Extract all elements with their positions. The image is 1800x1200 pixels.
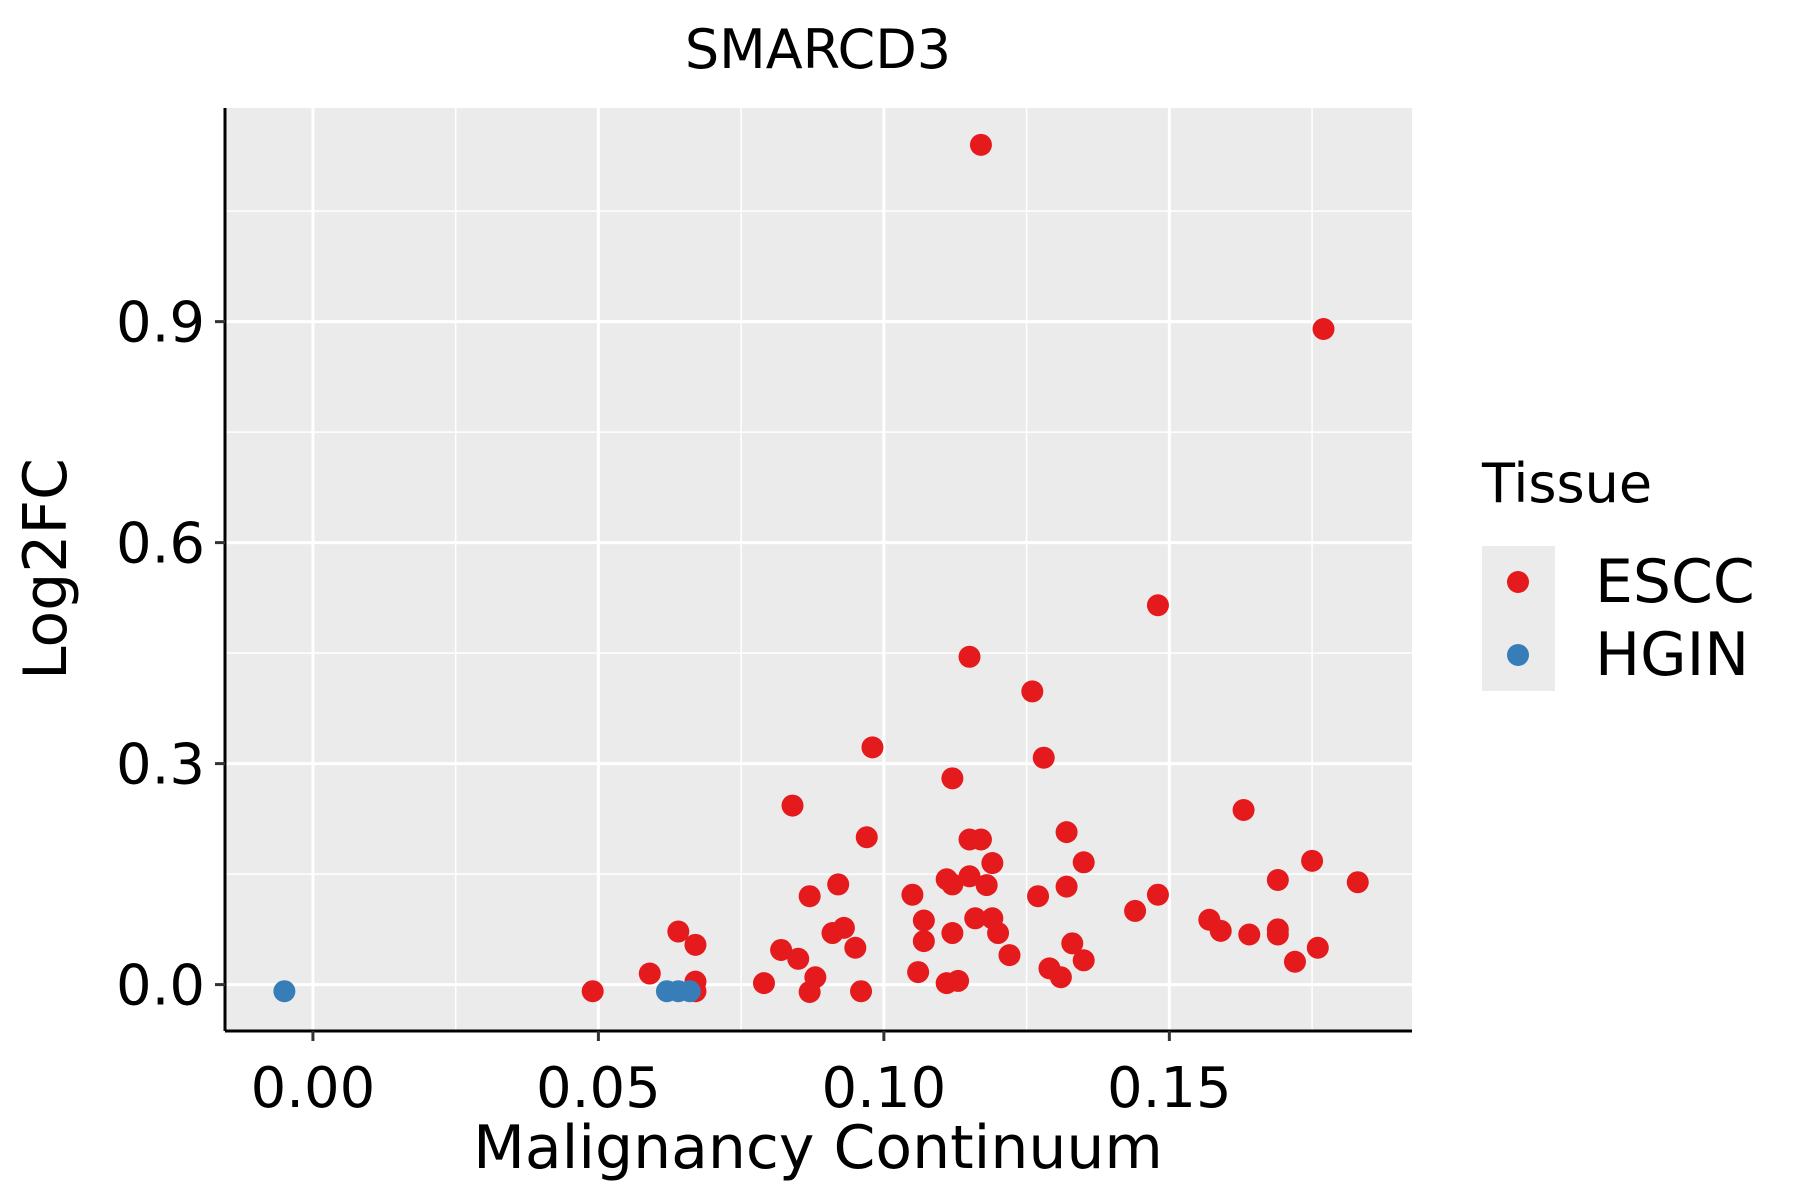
- data-point-escc: [667, 920, 690, 943]
- data-point-escc: [827, 873, 850, 896]
- data-point-escc: [638, 962, 661, 985]
- data-point-escc: [581, 980, 604, 1003]
- data-point-escc: [1209, 919, 1232, 942]
- data-point-escc: [798, 980, 821, 1003]
- data-point-escc: [798, 885, 821, 908]
- data-point-escc: [998, 944, 1021, 967]
- chart-title: SMARCD3: [685, 18, 951, 81]
- data-point-escc: [901, 883, 924, 906]
- x-tick-label: 0.15: [1107, 1056, 1232, 1121]
- data-point-escc: [981, 852, 1004, 875]
- data-point-hgin: [273, 980, 296, 1003]
- data-point-escc: [969, 133, 992, 156]
- data-point-escc: [781, 794, 804, 817]
- data-point-escc: [1049, 966, 1072, 989]
- data-point-escc: [1146, 883, 1169, 906]
- data-points: [273, 133, 1369, 1003]
- data-point-escc: [1312, 317, 1335, 340]
- data-point-escc: [1027, 885, 1050, 908]
- y-tick-label: 0.9: [116, 291, 205, 356]
- legend-label-escc: ESCC: [1595, 547, 1755, 617]
- data-point-escc: [947, 969, 970, 992]
- data-point-escc: [1346, 871, 1369, 894]
- data-point-escc: [975, 874, 998, 897]
- data-point-escc: [1306, 936, 1329, 959]
- x-tick-label: 0.10: [822, 1056, 947, 1121]
- legend: Tissue ESCC HGIN: [1481, 452, 1755, 691]
- data-point-escc: [1055, 821, 1078, 844]
- data-point-escc: [844, 936, 867, 959]
- data-point-escc: [969, 828, 992, 851]
- legend-key-escc: [1507, 571, 1529, 593]
- data-point-escc: [1238, 923, 1261, 946]
- x-tick-label: 0.00: [251, 1056, 376, 1121]
- data-point-escc: [1232, 799, 1255, 822]
- data-point-escc: [907, 961, 930, 984]
- data-point-escc: [1061, 932, 1084, 955]
- data-point-escc: [1072, 949, 1095, 972]
- data-point-escc: [1055, 875, 1078, 898]
- data-point-escc: [912, 930, 935, 953]
- data-point-escc: [987, 922, 1010, 945]
- y-tick-label: 0.3: [116, 733, 205, 798]
- data-point-escc: [964, 907, 987, 930]
- x-axis-ticks: 0.00 0.05 0.10 0.15: [251, 1031, 1232, 1121]
- data-point-escc: [1266, 868, 1289, 891]
- data-point-escc: [941, 873, 964, 896]
- data-point-escc: [832, 916, 855, 939]
- minor-gridlines: [225, 108, 1412, 1031]
- data-point-escc: [1032, 746, 1055, 769]
- major-gridlines: [225, 108, 1412, 1031]
- legend-label-hgin: HGIN: [1595, 620, 1749, 690]
- data-point-escc: [861, 736, 884, 759]
- y-axis-label: Log2FC: [11, 458, 81, 680]
- data-point-escc: [941, 922, 964, 945]
- data-point-escc: [1146, 594, 1169, 617]
- data-point-hgin: [678, 980, 701, 1003]
- plot-panel: [225, 108, 1412, 1031]
- x-tick-label: 0.05: [536, 1056, 661, 1121]
- y-tick-label: 0.6: [116, 512, 205, 577]
- data-point-escc: [770, 938, 793, 961]
- data-point-escc: [1021, 680, 1044, 703]
- data-point-escc: [1266, 923, 1289, 946]
- data-point-escc: [912, 909, 935, 932]
- legend-key-background: [1482, 546, 1555, 691]
- data-point-escc: [787, 947, 810, 970]
- data-point-escc: [941, 767, 964, 790]
- legend-key-hgin: [1507, 644, 1529, 666]
- x-axis-label: Malignancy Continuum: [473, 1113, 1163, 1183]
- data-point-escc: [1124, 899, 1147, 922]
- legend-title: Tissue: [1481, 452, 1652, 515]
- data-point-escc: [855, 826, 878, 849]
- data-point-escc: [958, 865, 981, 888]
- data-point-escc: [1283, 950, 1306, 973]
- data-point-escc: [752, 972, 775, 995]
- data-point-escc: [1072, 851, 1095, 874]
- data-point-escc: [1301, 849, 1324, 872]
- y-axis-ticks: 0.0 0.3 0.6 0.9: [116, 291, 225, 1019]
- data-point-escc: [684, 933, 707, 956]
- data-point-escc: [958, 645, 981, 668]
- y-tick-label: 0.0: [116, 954, 205, 1019]
- data-point-escc: [850, 980, 873, 1003]
